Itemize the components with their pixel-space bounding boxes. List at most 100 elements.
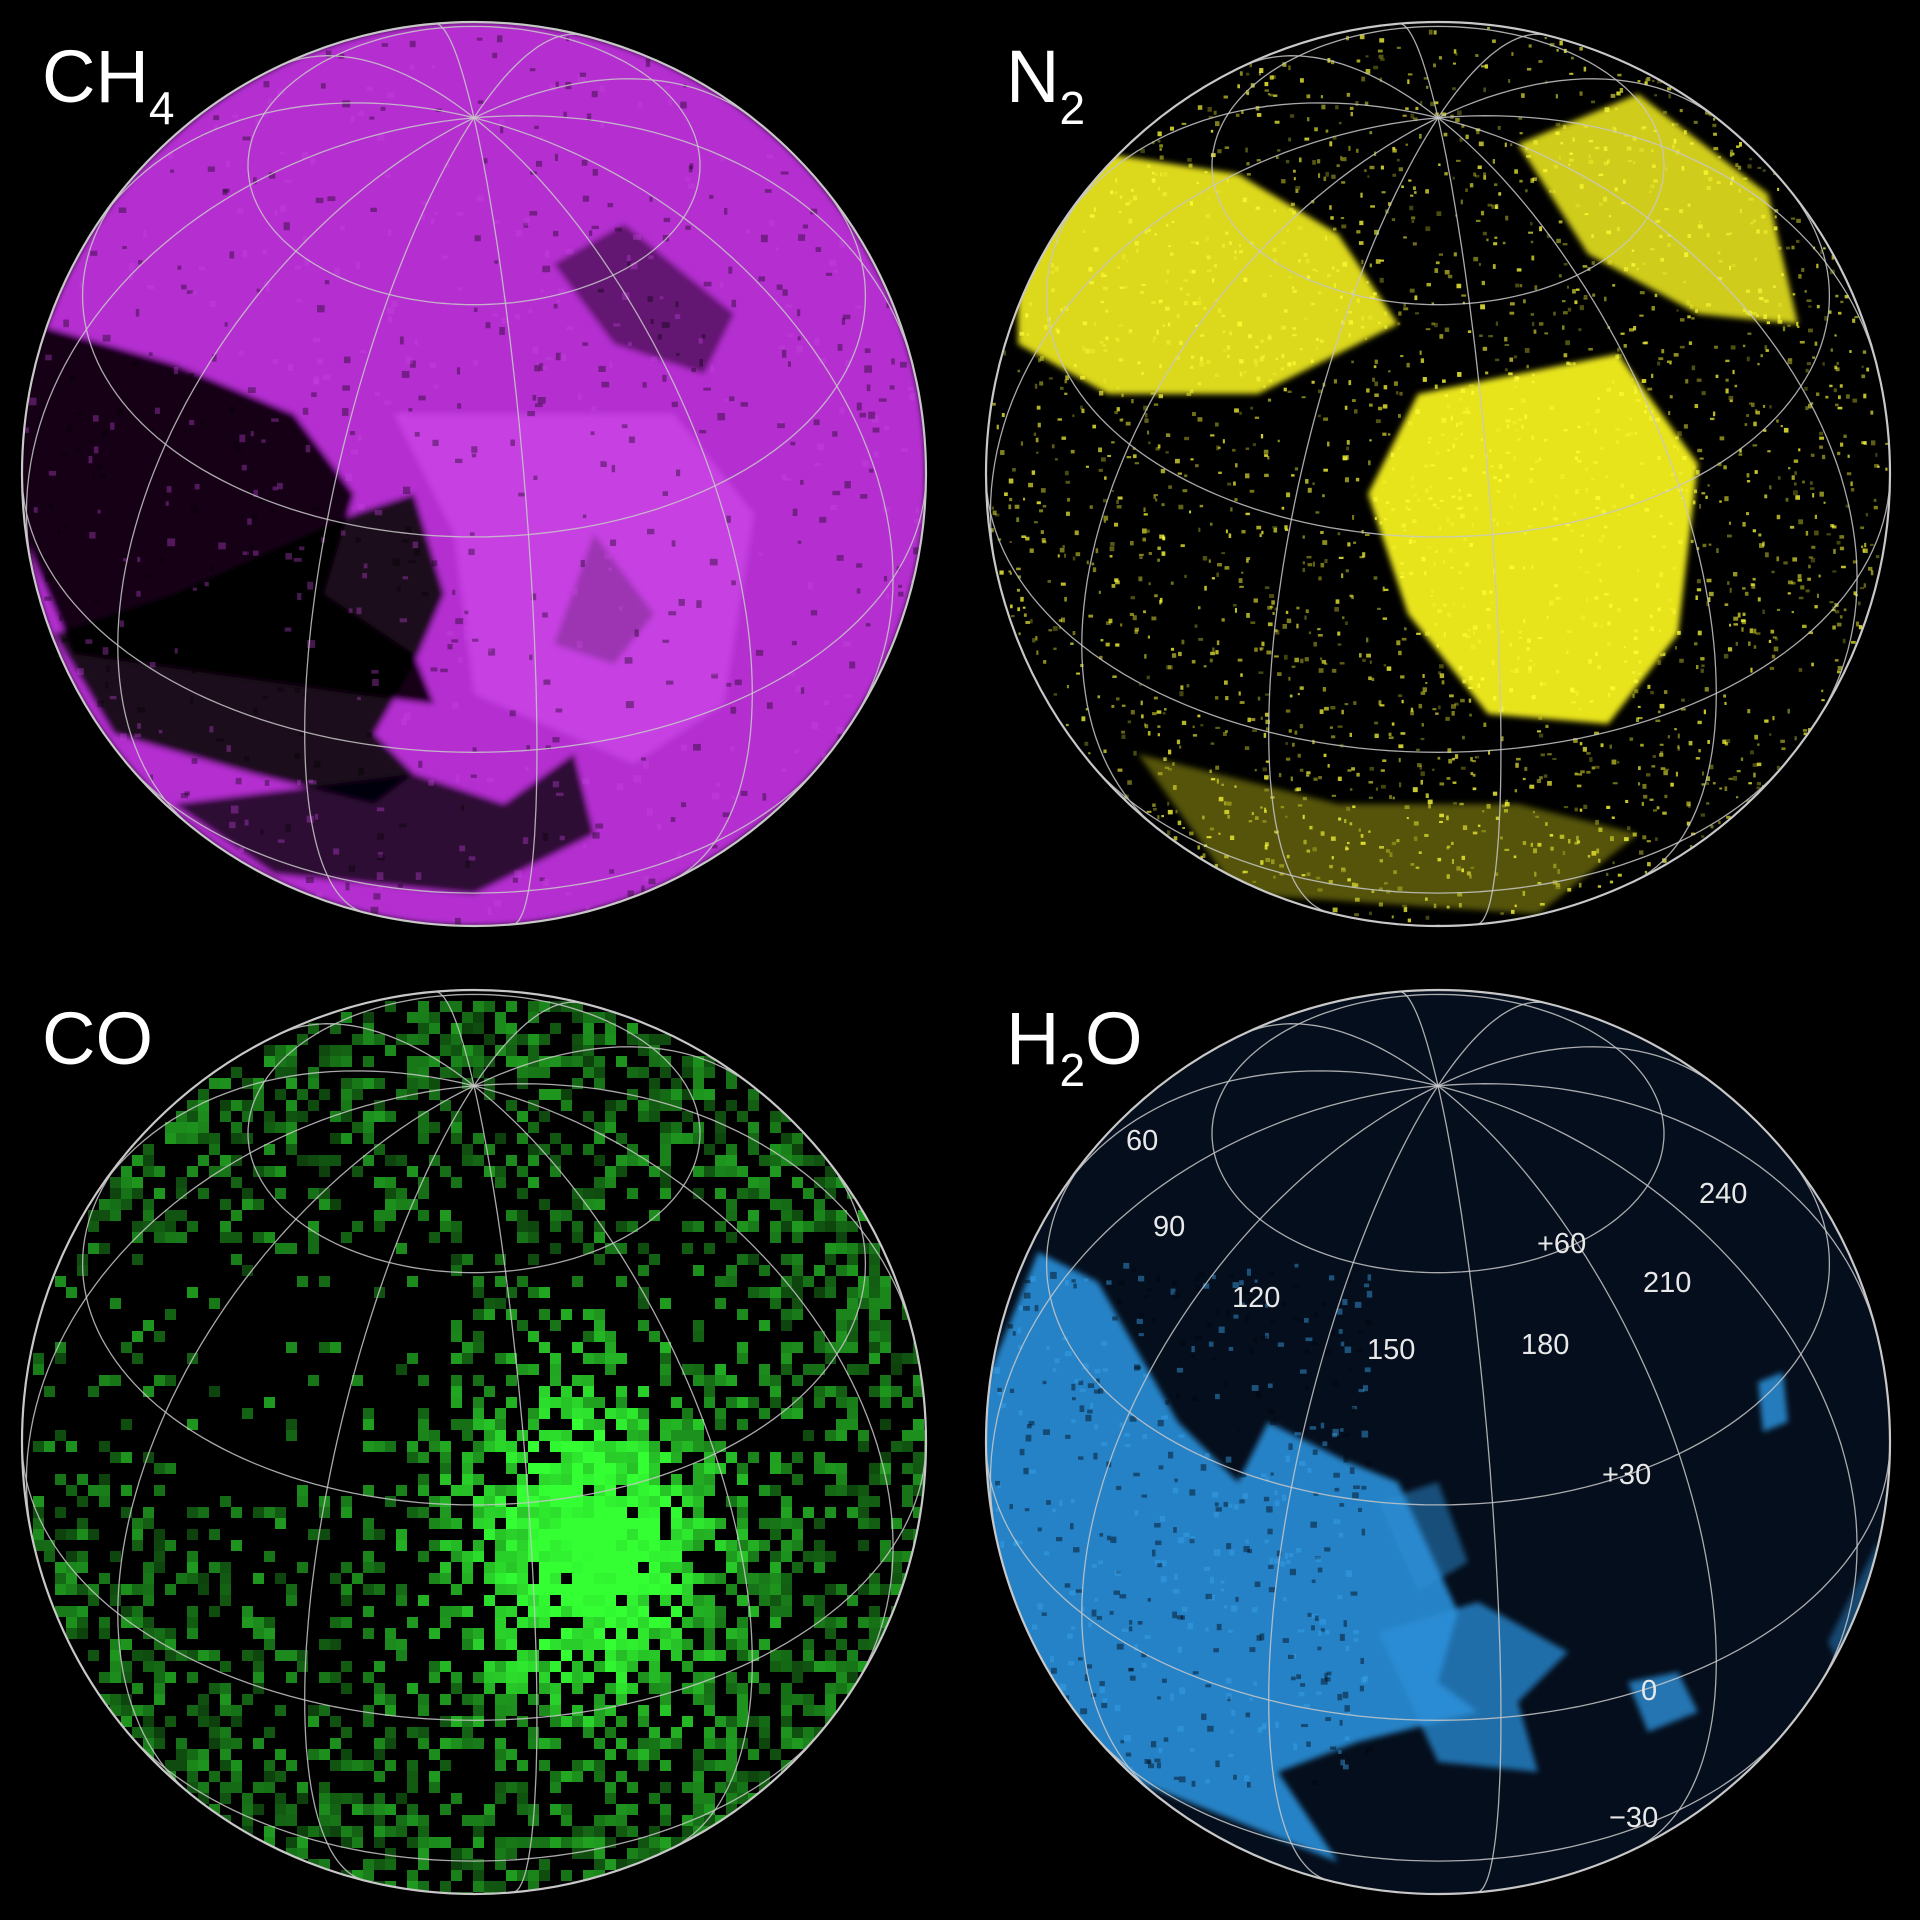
co-pixel (187, 1573, 198, 1584)
n2-speckle-dot (1627, 160, 1632, 163)
n2-speckle-dot (1167, 809, 1173, 815)
n2-speckle-dot (1832, 625, 1836, 630)
n2-speckle-dot (1116, 505, 1122, 509)
co-pixel (429, 1012, 440, 1023)
n2-speckle-dot (1764, 345, 1768, 350)
n2-speckle-dot (1588, 347, 1593, 351)
n2-speckle-dot (1446, 517, 1450, 523)
ch4-speckle-dot (685, 225, 691, 230)
co-pixel (737, 1496, 748, 1507)
n2-speckle-dot (1199, 504, 1204, 508)
co-pixel (462, 1639, 473, 1650)
n2-speckle-dot (1204, 585, 1207, 591)
ch4-speckle-dot (299, 546, 305, 551)
n2-speckle-dot (1591, 478, 1596, 481)
n2-speckle-dot (1693, 489, 1697, 494)
co-pixel (847, 1298, 858, 1309)
n2-speckle-dot (1481, 590, 1487, 596)
co-pixel (891, 1573, 902, 1584)
co-pixel (902, 1430, 913, 1441)
co-pixel (363, 1023, 374, 1034)
n2-speckle-dot (1393, 381, 1398, 386)
ch4-speckle-dot (418, 760, 423, 768)
n2-speckle-dot (1360, 841, 1366, 845)
n2-speckle-dot (1398, 744, 1404, 749)
n2-speckle-dot (1285, 757, 1291, 761)
co-pixel (44, 1386, 55, 1397)
ch4-speckle-dot (363, 563, 368, 569)
n2-speckle-dot (1259, 647, 1263, 652)
ch4-speckle-dot (604, 421, 611, 428)
n2-speckle-dot (1321, 660, 1327, 664)
co-pixel (858, 1287, 869, 1298)
n2-speckle-dot (1444, 394, 1449, 397)
n2-speckle-dot (1606, 805, 1611, 809)
co-pixel (539, 1595, 550, 1606)
n2-speckle-dot (1657, 455, 1661, 461)
n2-speckle-dot (1811, 662, 1814, 667)
n2-speckle-dot (1504, 368, 1508, 372)
co-pixel (220, 1749, 231, 1760)
n2-speckle-dot (1042, 504, 1047, 508)
co-pixel (132, 1584, 143, 1595)
co-pixel (220, 1705, 231, 1716)
co-pixel (605, 1584, 616, 1595)
co-pixel (319, 1705, 330, 1716)
co-pixel (506, 1056, 517, 1067)
co-pixel (275, 1089, 286, 1100)
n2-speckle-dot (1374, 393, 1379, 397)
n2-speckle-dot (1223, 95, 1228, 99)
n2-speckle-dot (1186, 684, 1190, 688)
n2-speckle-dot (1462, 467, 1468, 472)
ch4-speckle-dot (499, 327, 505, 335)
ch4-speckle-dot (359, 350, 367, 354)
n2-speckle-dot (1525, 189, 1528, 193)
n2-speckle-dot (1107, 454, 1112, 457)
ch4-speckle-dot (582, 195, 590, 202)
co-pixel (913, 1430, 924, 1441)
n2-speckle-dot (1227, 814, 1230, 819)
n2-speckle-dot (1224, 566, 1230, 570)
n2-speckle-dot (1579, 47, 1583, 51)
ch4-speckle-dot (181, 284, 187, 290)
n2-speckle-dot (1217, 308, 1222, 314)
co-pixel (121, 1672, 132, 1683)
n2-speckle-dot (1120, 623, 1123, 627)
co-pixel (693, 1540, 704, 1551)
n2-speckle-dot (1153, 403, 1159, 406)
co-pixel (638, 1045, 649, 1056)
co-pixel (264, 1397, 275, 1408)
n2-speckle-dot (1529, 784, 1535, 789)
co-pixel (616, 1573, 627, 1584)
co-pixel (627, 1617, 638, 1628)
n2-speckle-dot (1562, 242, 1568, 246)
co-pixel (825, 1353, 836, 1364)
n2-speckle-dot (1659, 703, 1665, 709)
n2-speckle-dot (1588, 140, 1594, 143)
n2-speckle-dot (1050, 270, 1055, 274)
co-pixel (770, 1650, 781, 1661)
n2-speckle-dot (1364, 533, 1370, 536)
co-pixel (132, 1650, 143, 1661)
n2-speckle-dot (1446, 403, 1451, 409)
n2-speckle-dot (1391, 722, 1395, 726)
n2-speckle-dot (1223, 349, 1227, 352)
n2-speckle-dot (1470, 644, 1476, 650)
co-pixel (407, 1617, 418, 1628)
co-pixel (891, 1562, 902, 1573)
n2-speckle-dot (1009, 497, 1013, 502)
co-pixel (638, 1518, 649, 1529)
co-pixel (616, 1650, 627, 1661)
co-pixel (605, 1408, 616, 1419)
co-pixel (528, 1034, 539, 1045)
n2-speckle-dot (1034, 383, 1038, 389)
n2-speckle-dot (1706, 802, 1710, 805)
n2-speckle-dot (1708, 597, 1711, 603)
ch4-speckle-dot (509, 519, 516, 524)
co-pixel (132, 1617, 143, 1628)
n2-speckle-dot (1100, 300, 1105, 304)
co-pixel (550, 1221, 561, 1232)
ch4-meridian (473, 33, 583, 119)
n2-speckle-dot (1606, 230, 1612, 235)
n2-speckle-dot (1531, 255, 1535, 261)
